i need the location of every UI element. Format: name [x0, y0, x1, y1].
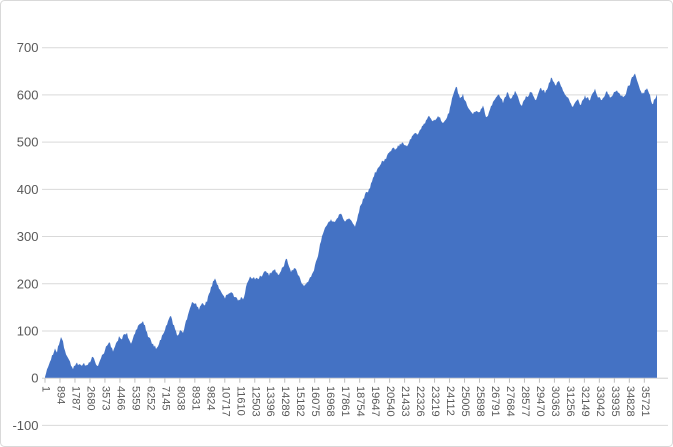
x-axis-label: 22326	[414, 386, 426, 417]
x-axis-label: 29470	[534, 386, 546, 417]
x-axis-label: 9824	[204, 386, 216, 410]
y-axis-label: 100	[17, 323, 39, 338]
x-axis-label: 31256	[564, 386, 576, 417]
x-axis-label: 1	[40, 386, 52, 392]
x-axis-label: 13396	[264, 386, 276, 417]
x-axis-label: 4466	[114, 386, 126, 410]
y-axis-label: 500	[17, 135, 39, 150]
x-axis-label: 30363	[549, 386, 561, 417]
x-axis-label: 26791	[489, 386, 501, 417]
x-axis-label: 28577	[519, 386, 531, 417]
x-axis-label: 894	[54, 386, 66, 404]
x-axis-label: 6252	[144, 386, 156, 410]
x-axis-label: 24112	[444, 386, 456, 416]
y-axis-label: 300	[17, 229, 39, 244]
x-axis-label: 11610	[234, 386, 246, 416]
x-axis-label: 3573	[99, 386, 111, 410]
x-axis-label: 23219	[429, 386, 441, 417]
x-axis-label: 20540	[384, 386, 396, 417]
data-series-area	[45, 73, 657, 379]
x-axis-label: 5359	[129, 386, 141, 410]
x-axis-label: 33042	[594, 386, 606, 417]
x-axis-label: 19647	[369, 386, 381, 417]
x-axis-label: 10717	[219, 386, 231, 417]
x-axis-label: 14289	[279, 386, 291, 417]
x-axis-label: 25005	[459, 386, 471, 417]
x-axis-label: 12503	[249, 386, 261, 417]
x-axis-label: 25898	[474, 386, 486, 417]
x-axis-label: 17861	[339, 386, 351, 417]
x-axis-label: 8038	[174, 386, 186, 410]
x-axis-label: 8931	[189, 386, 201, 410]
x-axis-label: 16968	[324, 386, 336, 417]
x-axis-label: 21433	[399, 386, 411, 417]
x-axis-label: 2680	[84, 386, 96, 410]
x-axis-label: 34828	[624, 386, 636, 417]
x-axis-label: 35721	[639, 386, 651, 417]
x-axis-label: 15182	[294, 386, 306, 417]
x-axis-label: 1787	[69, 386, 81, 410]
x-axis-label: 7145	[159, 386, 171, 410]
y-axis-label: 600	[17, 87, 39, 102]
y-axis-label: 0	[31, 371, 38, 386]
y-axis-label: 700	[17, 40, 39, 55]
x-axis-label: 16075	[309, 386, 321, 417]
x-axis-label: 18754	[354, 386, 366, 417]
x-axis-label: 32149	[579, 386, 591, 417]
x-axis-label: 27684	[504, 386, 516, 417]
y-axis-label: -100	[12, 418, 38, 433]
x-axis-label: 33935	[609, 386, 621, 417]
y-axis-label: 200	[17, 276, 39, 291]
y-axis-label: 400	[17, 182, 39, 197]
